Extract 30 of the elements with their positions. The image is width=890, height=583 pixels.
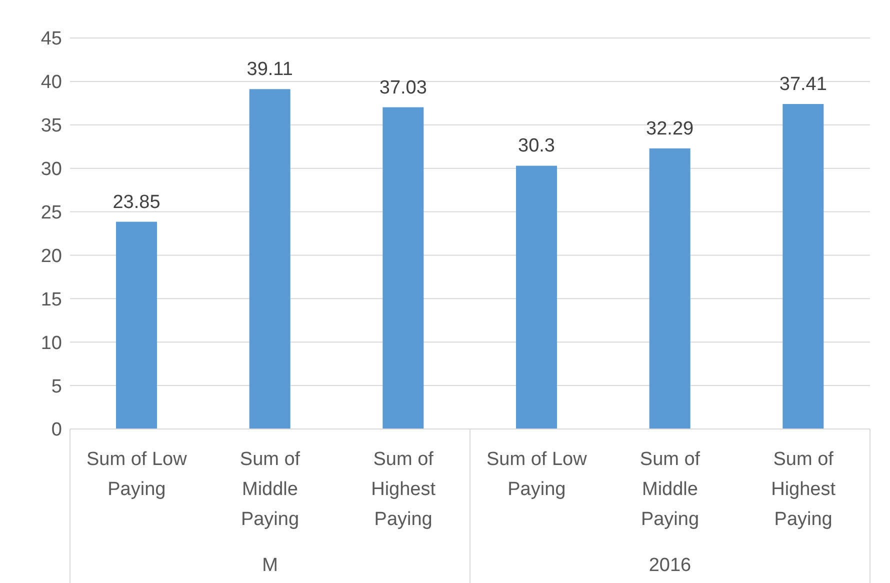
y-tick-label: 30 — [40, 159, 62, 180]
data-label: 23.85 — [112, 192, 160, 213]
y-tick-label: 20 — [40, 246, 62, 267]
y-tick-label: 40 — [40, 72, 62, 94]
bar — [116, 222, 157, 429]
bar — [249, 89, 290, 429]
text: M — [262, 555, 278, 576]
y-tick-label: 25 — [40, 202, 62, 224]
x-tick-label: Sum of Middle Paying — [640, 449, 701, 530]
x-tick-label: Sum of Low Paying — [486, 449, 588, 500]
data-label: 39.11 — [246, 59, 293, 80]
x-tick-label: Sum of Highest Paying — [771, 449, 836, 530]
bar — [649, 148, 690, 429]
text: 2016 — [648, 555, 692, 576]
data-label: 32.29 — [646, 118, 694, 140]
y-tick-label: 35 — [40, 116, 62, 137]
x-tick-label: Sum of Middle Paying — [240, 449, 301, 530]
x-tick-label: Sum of Low Paying — [86, 449, 188, 500]
bar — [382, 107, 424, 429]
bar — [782, 104, 824, 429]
x-tick-label: Sum of Highest Paying — [371, 449, 436, 530]
bar — [516, 166, 557, 429]
y-tick-label: 5 — [51, 376, 62, 398]
y-tick-label: 45 — [40, 28, 62, 50]
data-label: 37.03 — [379, 77, 427, 98]
data-label: 37.41 — [779, 74, 827, 95]
data-label: 30.3 — [518, 136, 555, 157]
y-tick-label: 10 — [40, 332, 62, 354]
y-tick-label: 15 — [40, 289, 62, 310]
y-tick-label: 0 — [51, 420, 62, 441]
